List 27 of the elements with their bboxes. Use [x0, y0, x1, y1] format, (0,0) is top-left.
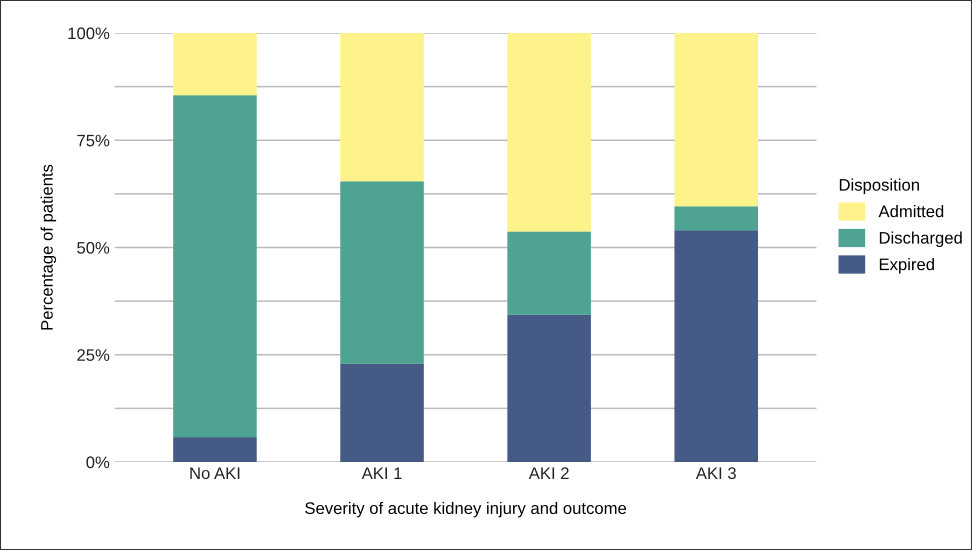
- bar: [340, 33, 424, 182]
- bar: [507, 33, 591, 232]
- bar: [674, 230, 758, 462]
- x-axis-title: Severity of acute kidney injury and outcome: [305, 502, 626, 518]
- y-axis-title: Percentage of patients: [40, 164, 56, 330]
- bar: [507, 314, 591, 462]
- x-tick-label: No AKI: [190, 467, 240, 480]
- y-tick-label: 0%: [86, 456, 110, 468]
- legend-label: Discharged: [880, 231, 962, 248]
- bar: [340, 364, 424, 462]
- x-tick-label: AKI 1: [362, 467, 402, 479]
- legend-title: Disposition: [840, 178, 919, 194]
- bar: [674, 33, 758, 206]
- y-tick-label: 25%: [77, 349, 110, 361]
- bar: [173, 95, 257, 438]
- bar: [173, 33, 257, 96]
- bar: [340, 181, 424, 364]
- y-tick-label: 50%: [77, 242, 110, 254]
- x-tick-label: AKI 3: [696, 467, 736, 480]
- bar: [507, 232, 591, 315]
- legend-label: Admitted: [878, 204, 944, 218]
- x-tick-label: AKI 2: [528, 467, 569, 479]
- bar: [173, 437, 257, 462]
- legend-label: Expired: [880, 258, 934, 274]
- y-tick-label: 75%: [77, 134, 110, 146]
- bar: [674, 206, 758, 230]
- y-tick-label: 100%: [68, 27, 110, 40]
